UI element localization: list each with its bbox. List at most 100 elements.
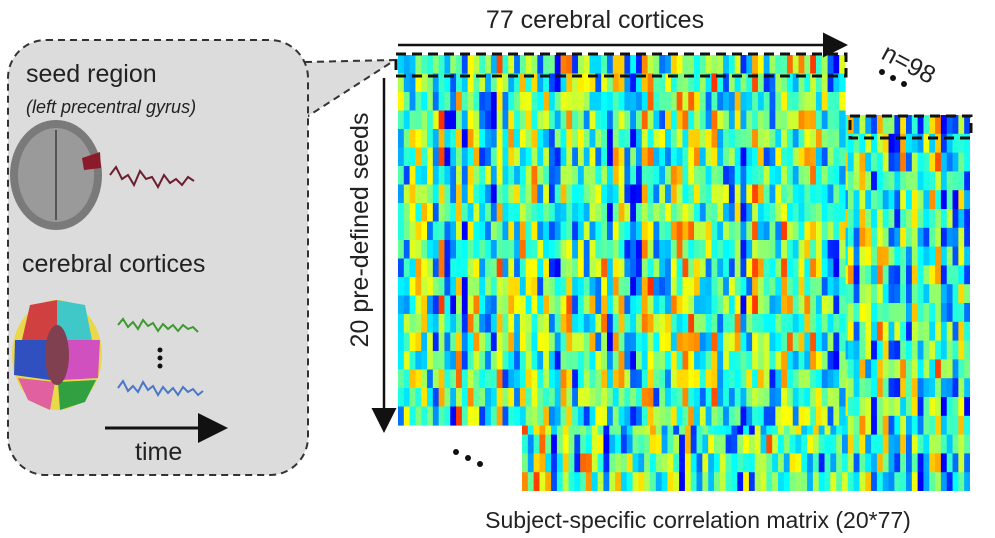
cell [705, 203, 713, 223]
cell [853, 284, 861, 304]
cell [667, 434, 674, 454]
cell [467, 166, 475, 186]
cell [577, 221, 585, 241]
cell [952, 227, 959, 248]
cell [655, 472, 663, 491]
cell [717, 147, 724, 167]
cell [444, 240, 451, 260]
cell [795, 472, 802, 491]
cell [647, 203, 655, 223]
cell [514, 184, 521, 204]
cell [757, 92, 765, 112]
cell [740, 166, 747, 186]
cell [554, 92, 562, 112]
cell [871, 190, 878, 210]
cell [757, 406, 765, 426]
cell [894, 359, 901, 379]
cell [508, 277, 515, 297]
cell [490, 277, 498, 297]
cell [935, 133, 942, 154]
cell [467, 351, 475, 371]
cell [461, 369, 469, 389]
cell [485, 369, 492, 389]
cell [583, 221, 591, 241]
cell [595, 147, 602, 167]
cell [711, 369, 718, 389]
cell [775, 258, 782, 278]
cell [514, 277, 521, 297]
cell [467, 277, 475, 297]
cell [763, 110, 771, 130]
cell [792, 129, 800, 149]
cell [906, 303, 913, 323]
cell [929, 453, 936, 473]
cell [659, 258, 666, 278]
cell [723, 73, 730, 93]
cell [711, 166, 718, 186]
cell [746, 203, 753, 223]
cell [900, 152, 907, 172]
cell [935, 303, 942, 323]
cell [752, 184, 759, 204]
cell [821, 406, 829, 426]
cell [900, 303, 907, 323]
cell [606, 277, 614, 297]
cell [792, 147, 800, 167]
cell [525, 110, 533, 130]
cell [833, 295, 840, 315]
cell [783, 434, 791, 454]
cell [479, 55, 486, 75]
cell [583, 406, 591, 426]
cell [705, 351, 713, 371]
cell [519, 92, 527, 112]
cell [859, 472, 866, 491]
cell [450, 258, 457, 278]
cell [554, 55, 562, 75]
cell [688, 332, 695, 352]
cell [821, 166, 829, 186]
cell [705, 110, 713, 130]
cell [626, 472, 634, 491]
cell [699, 92, 707, 112]
cell [754, 434, 762, 454]
cell [572, 406, 579, 426]
cell [853, 321, 861, 342]
cell [444, 147, 451, 167]
cell [403, 73, 411, 93]
cell [940, 190, 948, 210]
cell [398, 240, 405, 260]
cell [958, 415, 965, 436]
cell [894, 115, 901, 135]
cell [775, 332, 782, 352]
cell [456, 129, 463, 149]
cell [527, 453, 535, 473]
cell [894, 133, 901, 154]
cell [502, 240, 509, 260]
cell [659, 203, 666, 223]
seed-subtitle: (left precentral gyrus) [26, 97, 196, 117]
cell [589, 203, 596, 223]
cell [566, 55, 573, 75]
cell [531, 221, 538, 241]
cell [711, 240, 718, 260]
cell [636, 258, 643, 278]
cell [589, 388, 596, 408]
cell [427, 110, 434, 130]
cell [740, 147, 747, 167]
cell [804, 240, 811, 260]
cell [403, 388, 411, 408]
cell [508, 92, 515, 112]
cell [537, 351, 544, 371]
cell [871, 303, 878, 323]
cell [923, 321, 930, 342]
cell [415, 277, 422, 297]
cell [403, 277, 411, 297]
cell [702, 472, 709, 491]
cell [531, 258, 538, 278]
row-highlight [848, 114, 973, 140]
cell [560, 129, 567, 149]
cell [508, 240, 515, 260]
cell [519, 203, 527, 223]
row-highlight [394, 52, 848, 78]
cell [665, 147, 672, 167]
